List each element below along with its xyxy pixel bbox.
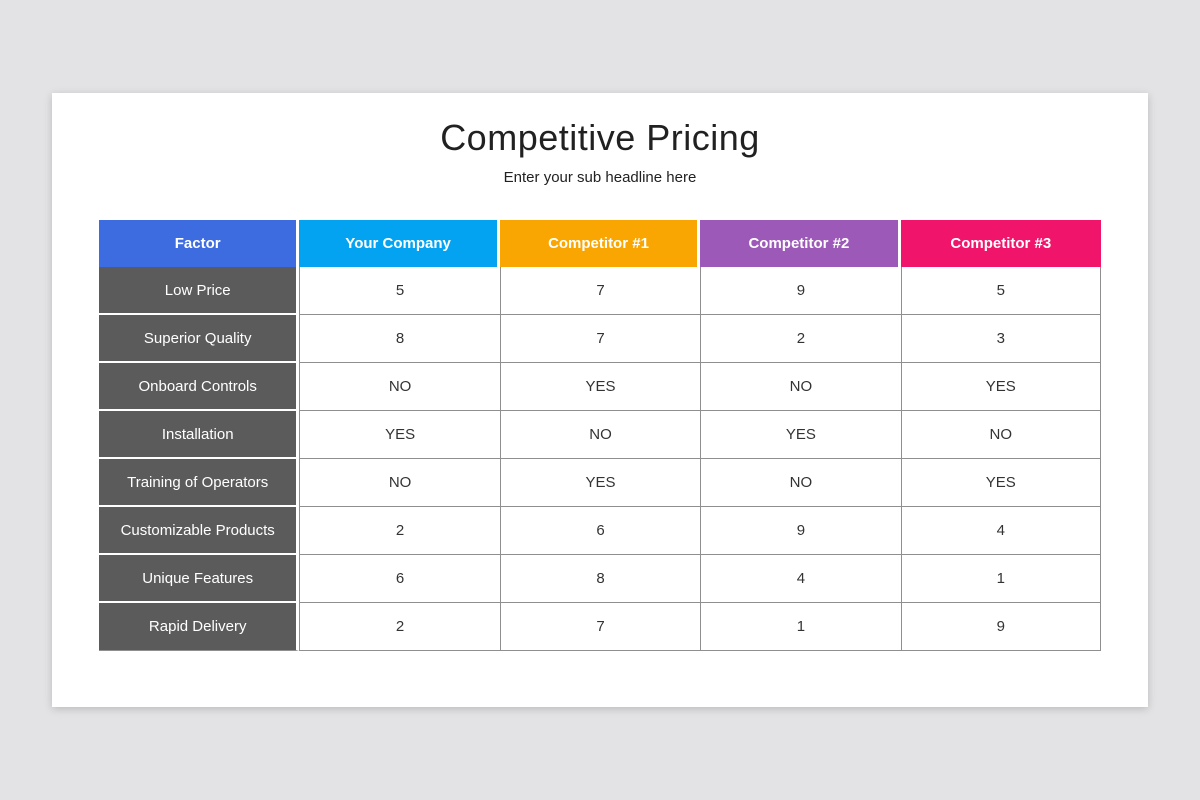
table-cell: NO (499, 411, 701, 459)
table-cell: 2 (700, 315, 901, 363)
table-cell: 9 (900, 603, 1101, 651)
table-row: Installation YES NO YES NO (99, 411, 1101, 459)
table-row: Training of Operators NO YES NO YES (99, 459, 1101, 507)
table-cell: 9 (700, 507, 901, 555)
table-cell: 5 (900, 267, 1101, 315)
table-row: Customizable Products 2 6 9 4 (99, 507, 1101, 555)
row-label: Training of Operators (99, 459, 300, 507)
column-header-competitor-1: Competitor #1 (499, 220, 701, 267)
row-label: Low Price (99, 267, 300, 315)
column-header-your-company: Your Company (299, 220, 500, 267)
row-label: Unique Features (99, 555, 300, 603)
table-cell: 7 (499, 603, 701, 651)
table-cell: NO (299, 459, 500, 507)
column-header-factor: Factor (99, 220, 300, 267)
page-title: Competitive Pricing (440, 117, 760, 158)
table-cell: YES (900, 363, 1101, 411)
table-cell: NO (299, 363, 500, 411)
table-row: Superior Quality 8 7 2 3 (99, 315, 1101, 363)
table-cell: 9 (700, 267, 901, 315)
table-cell: 3 (900, 315, 1101, 363)
table-cell: 2 (299, 603, 500, 651)
table-cell: 1 (900, 555, 1101, 603)
table-cell: 4 (900, 507, 1101, 555)
slide-card: Competitive Pricing Enter your sub headl… (52, 93, 1148, 707)
table-cell: 6 (499, 507, 701, 555)
table-header-row: Factor Your Company Competitor #1 Compet… (99, 220, 1101, 267)
row-label: Installation (99, 411, 300, 459)
table-cell: 4 (700, 555, 901, 603)
row-label: Onboard Controls (99, 363, 300, 411)
table-cell: YES (700, 411, 901, 459)
table-cell: YES (299, 411, 500, 459)
table-cell: 8 (499, 555, 701, 603)
table-cell: 7 (499, 315, 701, 363)
column-header-competitor-3: Competitor #3 (900, 220, 1101, 267)
table-row: Unique Features 6 8 4 1 (99, 555, 1101, 603)
table-cell: YES (900, 459, 1101, 507)
table-cell: 8 (299, 315, 500, 363)
row-label: Superior Quality (99, 315, 300, 363)
row-label: Rapid Delivery (99, 603, 300, 651)
table-cell: 1 (700, 603, 901, 651)
table-row: Rapid Delivery 2 7 1 9 (99, 603, 1101, 651)
table-cell: YES (499, 459, 701, 507)
table-cell: NO (700, 363, 901, 411)
column-header-competitor-2: Competitor #2 (700, 220, 901, 267)
table-cell: NO (700, 459, 901, 507)
pricing-table: Factor Your Company Competitor #1 Compet… (99, 220, 1101, 651)
table-cell: NO (900, 411, 1101, 459)
table-cell: 6 (299, 555, 500, 603)
table-row: Onboard Controls NO YES NO YES (99, 363, 1101, 411)
table-cell: YES (499, 363, 701, 411)
row-label: Customizable Products (99, 507, 300, 555)
table-cell: 2 (299, 507, 500, 555)
table-row: Low Price 5 7 9 5 (99, 267, 1101, 315)
page-subtitle: Enter your sub headline here (503, 169, 697, 186)
table-cell: 5 (299, 267, 500, 315)
table-cell: 7 (499, 267, 701, 315)
